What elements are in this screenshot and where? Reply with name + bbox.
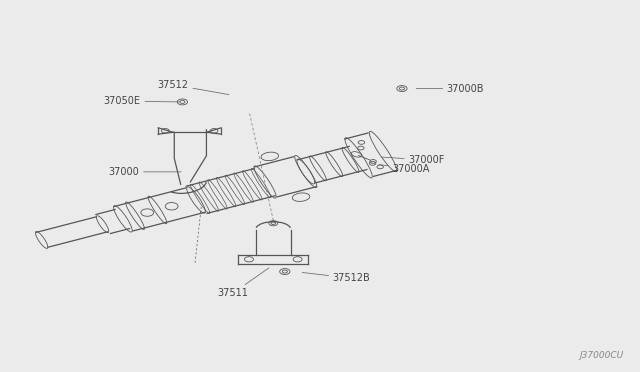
Text: 37000B: 37000B [416,84,484,93]
Text: 37050E: 37050E [104,96,179,106]
Text: J37000CU: J37000CU [580,351,624,360]
Text: 37000: 37000 [109,167,181,177]
Text: 37000F: 37000F [381,155,445,165]
Text: 37512: 37512 [158,80,229,94]
Text: 37512B: 37512B [302,272,371,283]
Text: 37000A: 37000A [379,164,429,174]
Text: 37511: 37511 [218,268,269,298]
